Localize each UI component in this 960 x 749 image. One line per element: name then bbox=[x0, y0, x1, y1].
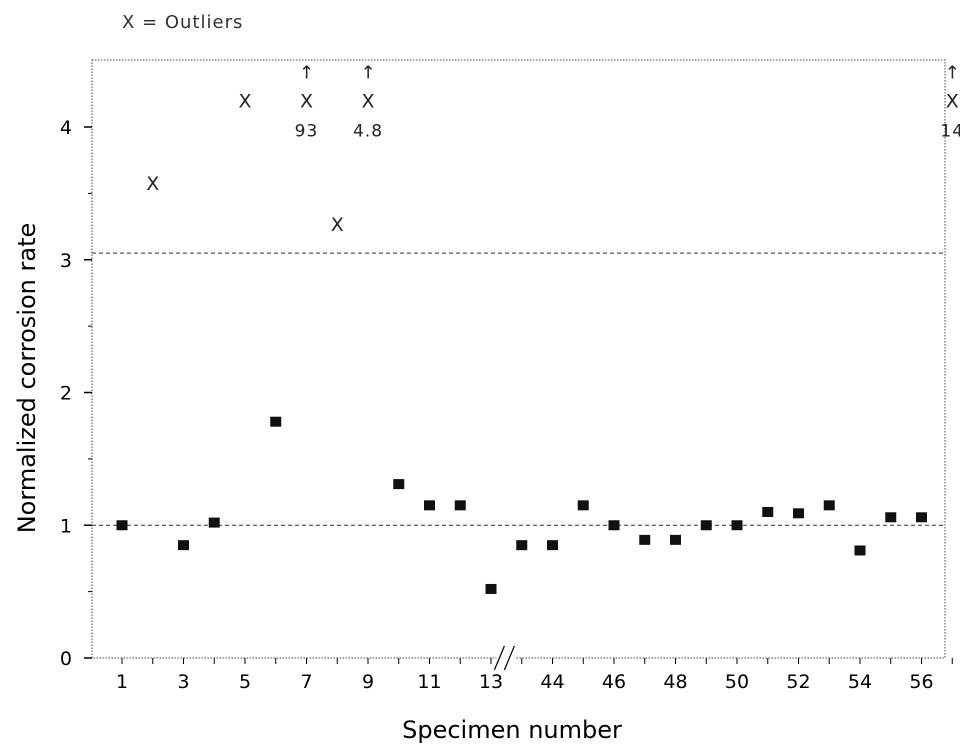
outlier-x-mark: X bbox=[331, 214, 344, 236]
data-point-square bbox=[670, 534, 681, 545]
y-tick-label: 4 bbox=[60, 117, 72, 139]
axis-break-slash bbox=[503, 645, 515, 671]
data-point-square bbox=[885, 512, 897, 523]
data-point-square bbox=[208, 517, 220, 528]
y-tick-label: 2 bbox=[60, 383, 72, 405]
x-axis: 135791113444648505254565860 bbox=[116, 658, 953, 693]
x-tick-label: 11 bbox=[417, 671, 441, 693]
axis-break-slash bbox=[493, 645, 505, 671]
plot-border bbox=[91, 59, 946, 659]
x-tick-label: 3 bbox=[177, 671, 189, 693]
x-tick-label: 50 bbox=[725, 671, 749, 693]
data-point-square bbox=[823, 500, 835, 511]
x-tick-label: 48 bbox=[663, 671, 687, 693]
outlier-x-mark: X bbox=[361, 90, 374, 112]
x-tick-label: 13 bbox=[479, 671, 503, 693]
data-point-square bbox=[762, 506, 774, 517]
data-point-square bbox=[270, 416, 282, 427]
outlier-x-mark: X bbox=[946, 90, 959, 112]
outlier-legend: X = Outliers bbox=[122, 12, 243, 33]
plot-frame bbox=[91, 59, 946, 659]
x-tick-label: 46 bbox=[602, 671, 626, 693]
data-point-square bbox=[793, 508, 804, 519]
data-point-square bbox=[854, 545, 866, 556]
data-point-square bbox=[547, 540, 558, 551]
data-point-square bbox=[700, 520, 712, 531]
y-axis: 0 1 2 3 4 bbox=[60, 117, 92, 670]
data-point-square bbox=[516, 540, 528, 551]
data-point-square bbox=[731, 520, 743, 531]
x-tick-label: 54 bbox=[848, 671, 872, 693]
off-scale-arrow-icon: ↑ bbox=[299, 62, 314, 83]
y-tick-label: 1 bbox=[60, 515, 72, 537]
data-point-square bbox=[454, 500, 466, 511]
x-axis-break-mark bbox=[493, 645, 517, 671]
y-axis-title: Normalized corrosion rate bbox=[13, 223, 41, 534]
data-point-square bbox=[485, 583, 497, 594]
x-tick-label: 5 bbox=[239, 671, 251, 693]
outlier-value-label: 93 bbox=[295, 121, 319, 141]
data-point-square bbox=[639, 534, 651, 545]
x-tick-label: 7 bbox=[300, 671, 312, 693]
data-point-square bbox=[916, 512, 927, 523]
x-tick-label: 9 bbox=[362, 671, 374, 693]
data-point-square bbox=[424, 500, 435, 511]
outlier-x-mark: X bbox=[146, 173, 159, 195]
x-axis-title: Specimen number bbox=[402, 716, 622, 744]
data-point-square bbox=[393, 479, 405, 490]
outlier-x-mark: X bbox=[238, 90, 251, 112]
outlier-value-label: 14 bbox=[940, 121, 960, 141]
y-tick-label: 0 bbox=[60, 648, 72, 670]
off-scale-arrow-icon: ↑ bbox=[360, 62, 375, 83]
reference-lines bbox=[92, 252, 945, 526]
data-point-square bbox=[608, 520, 620, 531]
x-tick-label: 56 bbox=[909, 671, 933, 693]
outlier-points: X X X ↑ 93 X X ↑ 4.8 X ↑ 14 bbox=[146, 62, 960, 235]
data-point-square bbox=[577, 500, 589, 511]
data-points bbox=[116, 416, 927, 594]
off-scale-arrow-icon: ↑ bbox=[945, 62, 960, 83]
data-point-square bbox=[178, 540, 189, 551]
data-point-square bbox=[116, 520, 128, 531]
outlier-x-mark: X bbox=[300, 90, 313, 112]
x-tick-label: 52 bbox=[786, 671, 810, 693]
y-tick-label: 3 bbox=[60, 250, 72, 272]
x-tick-label: 1 bbox=[116, 671, 128, 693]
outlier-value-label: 4.8 bbox=[353, 121, 383, 141]
x-tick-label: 44 bbox=[540, 671, 564, 693]
